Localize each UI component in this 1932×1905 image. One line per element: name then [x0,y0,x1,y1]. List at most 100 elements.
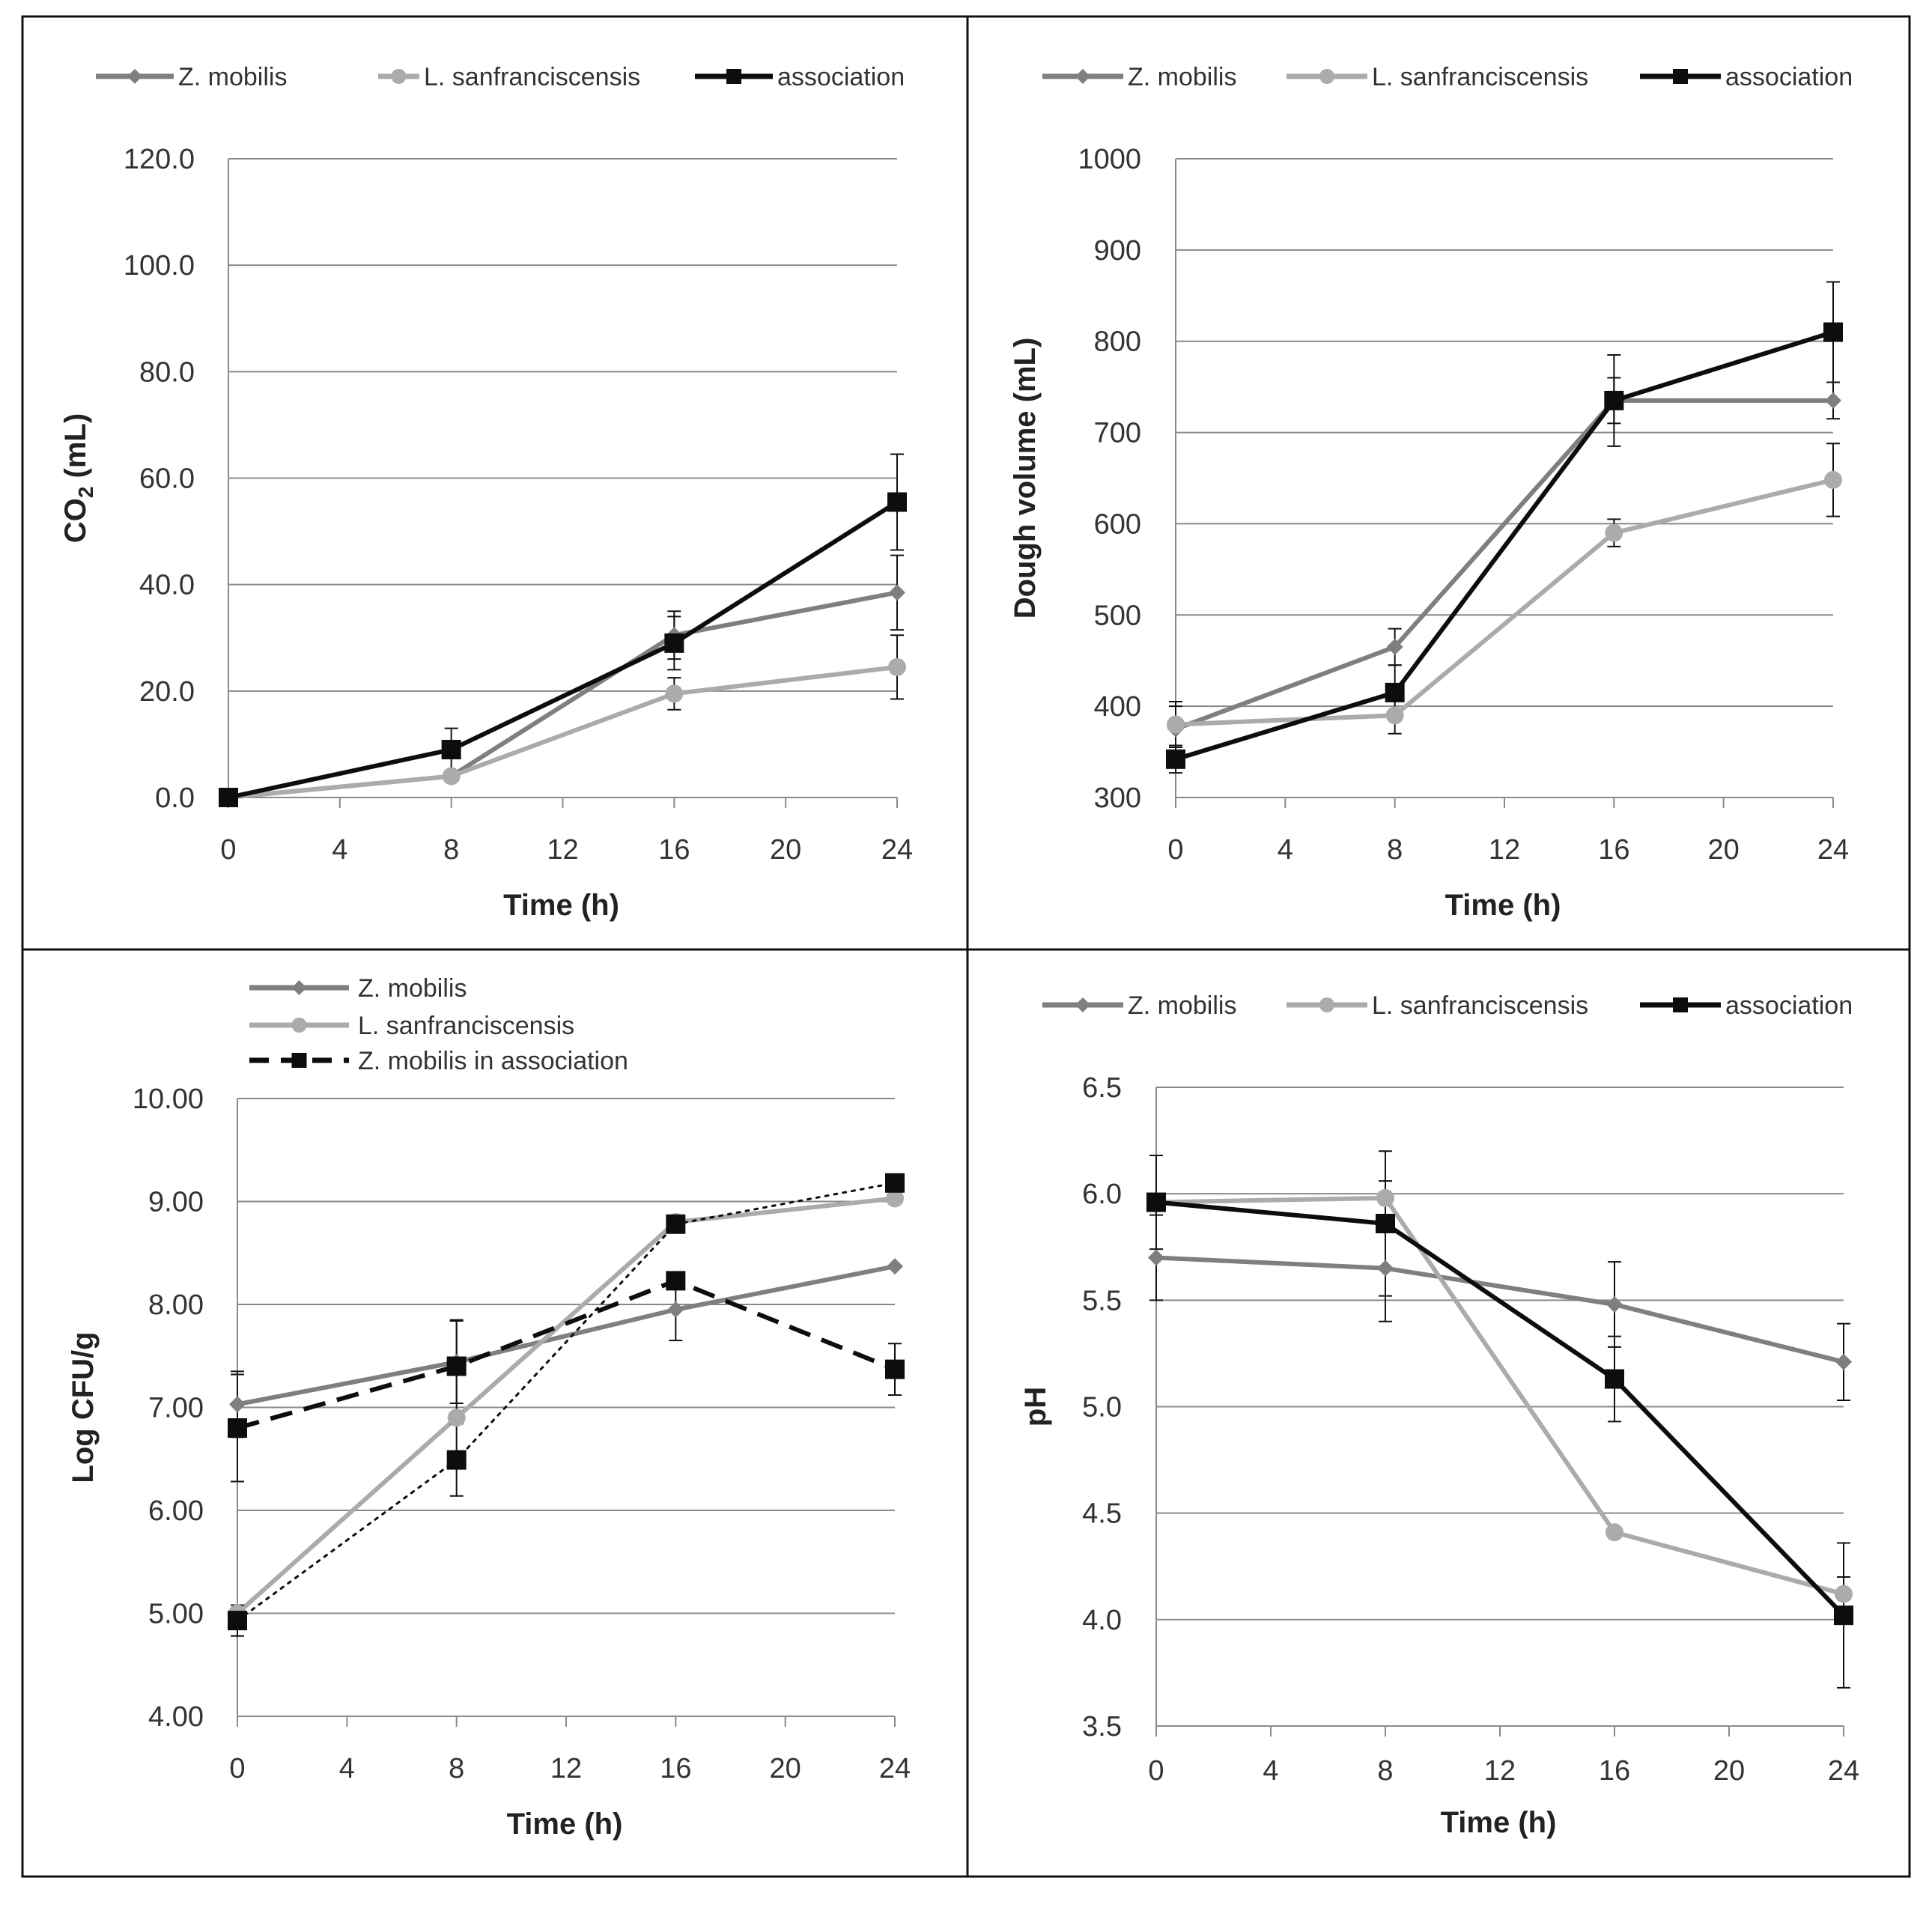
legend-label: L. sanfranciscensis [1372,63,1588,91]
data-point [447,1409,466,1427]
series-line [237,1278,896,1430]
data-point [1604,390,1624,410]
y-tick-label: 700 [1094,418,1141,449]
x-tick-label: 24 [1828,1755,1859,1787]
legend-label: Z. mobilis [1128,991,1236,1020]
legend-label: association [1725,63,1853,91]
data-point [446,1356,467,1376]
x-tick-label: 4 [339,1753,355,1784]
series-line [1155,1255,1844,1364]
legend-marker [291,1018,307,1033]
x-tick-label: 8 [449,1753,464,1784]
y-tick-label: 100.0 [124,250,195,282]
data-point [1834,1605,1853,1626]
legend-marker [1319,997,1334,1012]
legend-label: L. sanfranciscensis [358,1012,574,1040]
legend-marker [1673,69,1688,84]
y-axis-title-main: pH [1019,1387,1052,1427]
outer-border [21,15,1911,1878]
data-point [1148,1249,1164,1266]
series-line [236,1196,896,1615]
y-tick-label: 4.5 [1082,1498,1122,1530]
y-tick-label: 3.5 [1082,1711,1122,1743]
x-tick-label: 20 [1713,1755,1745,1787]
legend-label: L. sanfranciscensis [424,63,640,91]
x-axis-title: Time (h) [1445,889,1561,922]
data-point [1376,1213,1395,1233]
data-point [1606,1296,1623,1313]
data-point [229,1396,246,1413]
y-axis-title: Log CFU/g [67,1331,100,1483]
y-tick-label: 1000 [1078,144,1141,175]
data-point [1386,638,1403,655]
legend-marker [726,69,741,84]
x-tick-label: 20 [1708,834,1740,866]
y-axis-title: Dough volume (mL) [1009,338,1042,619]
data-point [889,584,905,601]
x-tick-label: 4 [332,834,347,866]
x-tick-label: 16 [660,1753,691,1784]
data-point [1825,392,1841,409]
data-point [1385,706,1404,725]
y-axis-title-main: Dough volume (mL) [1009,338,1042,619]
legend-marker [127,69,142,84]
x-tick-label: 24 [1817,834,1849,866]
data-point [228,1418,247,1438]
data-point [666,1214,686,1234]
x-tick-label: 0 [220,834,236,866]
legend-marker [391,69,407,84]
y-tick-label: 6.5 [1082,1072,1122,1104]
y-tick-label: 5.0 [1082,1392,1122,1424]
x-tick-label: 0 [229,1753,245,1784]
data-point [1824,470,1842,489]
x-tick-label: 8 [443,834,459,866]
y-tick-label: 900 [1094,235,1141,267]
y-tick-label: 5.5 [1082,1285,1122,1316]
data-point [228,1611,247,1631]
y-tick-label: 500 [1094,600,1141,631]
y-tick-label: 8.00 [148,1289,204,1321]
data-point [1385,682,1405,702]
series-line [1155,1200,1846,1617]
series-line [1174,398,1833,732]
y-axis-title-unit: (mL) [59,413,92,487]
data-point [664,633,684,653]
y-tick-label: 120.0 [124,144,195,175]
y-axis-title: pH [1019,1387,1052,1427]
y-tick-label: 80.0 [139,356,195,388]
x-axis-title: Time (h) [1441,1806,1557,1839]
x-tick-label: 8 [1387,834,1403,866]
data-point [885,1359,905,1379]
y-tick-label: 4.0 [1082,1605,1122,1636]
x-tick-label: 4 [1278,834,1293,866]
data-point [1835,1585,1853,1603]
data-point [667,1301,684,1318]
data-point [1606,1523,1623,1542]
x-tick-label: 12 [547,834,578,866]
x-tick-label: 16 [1599,1755,1630,1787]
data-point [1377,1260,1394,1277]
legend: Z. mobilis L. sanfranciscensis association [1042,991,1853,1020]
data-point [219,788,238,807]
y-tick-label: 400 [1094,691,1141,723]
legend-marker [1319,69,1334,84]
chart-log-cfu: 4.00 5.00 6.00 7.00 8.00 9.00 10.00 0 4 8 12 16 20 24… [67,974,911,1841]
data-point [1605,523,1623,542]
y-tick-label: 20.0 [139,676,195,708]
y-tick-label: 10.00 [133,1084,204,1115]
data-point [1376,1188,1394,1207]
x-tick-label: 20 [770,1753,801,1784]
legend: Z. mobilis L. sanfranciscensis association [1042,63,1853,91]
x-axis-title: Time (h) [507,1808,623,1841]
y-tick-label: 9.00 [148,1187,204,1218]
x-tick-label: 0 [1167,834,1183,866]
data-point [886,1189,904,1208]
y-tick-label: 0.0 [155,783,195,814]
data-point [1146,1192,1166,1212]
legend-label: association [1725,991,1853,1020]
x-axis-title: Time (h) [503,889,619,922]
data-point [665,684,684,703]
panel-frame [21,15,1911,1878]
data-point [885,1173,905,1193]
